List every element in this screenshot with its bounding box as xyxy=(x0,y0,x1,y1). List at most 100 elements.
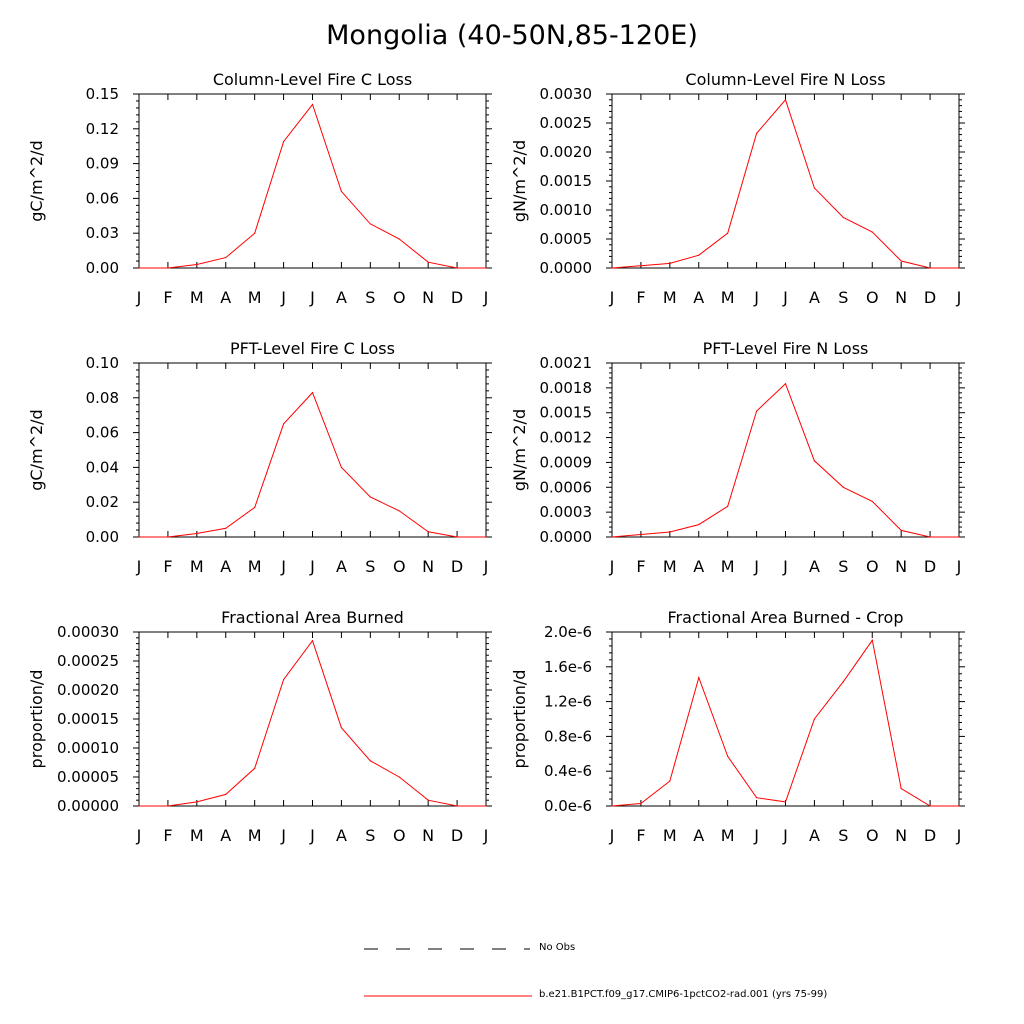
data-point xyxy=(958,805,960,807)
y-tick-label: 0.00010 xyxy=(57,739,119,757)
x-tick-label: J xyxy=(280,288,286,307)
x-tick-label: O xyxy=(393,826,406,845)
x-tick-label: A xyxy=(220,288,231,307)
y-tick-label: 0.00020 xyxy=(57,681,119,699)
x-tick-label: A xyxy=(809,288,820,307)
x-tick-label: S xyxy=(365,557,375,576)
x-tick-label: F xyxy=(163,288,172,307)
y-tick-label: 0.00005 xyxy=(57,768,119,786)
x-tick-label: J xyxy=(136,826,142,845)
data-point xyxy=(698,676,700,679)
x-tick-label: J xyxy=(956,288,962,307)
data-point xyxy=(485,267,487,269)
data-point xyxy=(929,267,931,269)
x-tick-label: N xyxy=(895,288,907,307)
x-tick-label: J xyxy=(309,557,315,576)
data-point xyxy=(311,640,314,642)
y-tick-label: 0.02 xyxy=(86,493,119,511)
y-tick-label: 1.6e-6 xyxy=(544,658,592,676)
data-point xyxy=(369,496,371,498)
x-tick-label: M xyxy=(663,557,677,576)
data-point xyxy=(669,531,671,533)
data-point xyxy=(611,805,613,807)
y-tick-label: 0.0021 xyxy=(540,354,593,372)
data-point xyxy=(196,532,198,535)
x-tick-label: J xyxy=(753,288,759,307)
x-tick-label: J xyxy=(309,826,315,845)
x-tick-label: J xyxy=(280,557,286,576)
y-tick-label: 2.0e-6 xyxy=(544,623,592,641)
data-point xyxy=(698,523,700,526)
plot-frame xyxy=(138,631,487,807)
chart-panel-4: J F M A M J J A S O N D J0.00000.00030.00060.00090.0… xyxy=(510,339,965,576)
data-point xyxy=(282,678,285,681)
data-point xyxy=(871,231,873,233)
y-tick-label: 0.00 xyxy=(86,259,119,277)
data-point xyxy=(138,267,140,269)
y-tick-label: 0.0010 xyxy=(540,201,593,219)
data-point xyxy=(167,536,169,538)
plot-frame xyxy=(138,93,487,269)
x-tick-label: M xyxy=(721,826,735,845)
x-tick-label: O xyxy=(866,826,879,845)
x-tick-label: D xyxy=(924,557,936,576)
series-line xyxy=(139,103,486,269)
x-tick-label: J xyxy=(136,557,142,576)
x-tick-label: J xyxy=(609,826,615,845)
x-tick-label: M xyxy=(248,557,262,576)
x-tick-label: J xyxy=(483,288,489,307)
data-point xyxy=(755,132,758,135)
data-point xyxy=(485,536,487,538)
y-axis-label: gC/m^2/d xyxy=(27,140,46,221)
chart-panel-1: J F M A M J J A S O N D J0.000.030.060.090.120.15Col… xyxy=(27,70,492,307)
data-point xyxy=(871,500,873,502)
x-tick-label: J xyxy=(280,826,286,845)
data-point xyxy=(196,801,198,803)
x-tick-label: A xyxy=(809,826,820,845)
series-line xyxy=(139,391,486,538)
data-point xyxy=(485,805,487,807)
data-point xyxy=(871,639,873,641)
data-point xyxy=(611,267,613,269)
data-point xyxy=(398,510,400,512)
x-tick-label: F xyxy=(163,557,172,576)
data-point xyxy=(340,190,343,193)
data-point xyxy=(427,799,429,801)
panel-title: Column-Level Fire C Loss xyxy=(213,70,412,89)
y-tick-label: 0.00000 xyxy=(57,797,119,815)
legend-obs-label: No Obs xyxy=(539,942,576,953)
data-point xyxy=(784,383,787,385)
legend-model-swatch xyxy=(364,995,532,997)
y-tick-label: 0.0012 xyxy=(540,429,593,447)
data-point xyxy=(813,460,816,462)
x-tick-label: A xyxy=(693,557,704,576)
data-point xyxy=(900,788,902,790)
y-tick-label: 0.10 xyxy=(86,354,119,372)
data-point xyxy=(727,755,729,757)
x-tick-label: A xyxy=(693,288,704,307)
data-point xyxy=(842,486,844,488)
panel-title: Fractional Area Burned - Crop xyxy=(668,608,904,627)
plot-frame xyxy=(611,631,960,807)
data-point xyxy=(225,527,227,529)
data-point xyxy=(900,529,902,531)
y-tick-label: 0.08 xyxy=(86,389,119,407)
figure-title: Mongolia (40-50N,85-120E) xyxy=(326,20,698,51)
x-tick-label: O xyxy=(866,288,879,307)
x-tick-label: J xyxy=(782,288,788,307)
data-point xyxy=(398,776,400,778)
x-tick-label: A xyxy=(336,288,347,307)
x-tick-label: M xyxy=(663,288,677,307)
x-tick-label: D xyxy=(451,826,463,845)
data-point xyxy=(225,256,227,259)
data-point xyxy=(225,793,227,796)
y-tick-label: 0.0015 xyxy=(540,404,593,422)
data-point xyxy=(254,767,256,769)
series-line xyxy=(139,639,486,807)
data-point xyxy=(138,805,140,807)
data-point xyxy=(254,506,256,509)
y-axis-label: proportion/d xyxy=(27,670,46,769)
x-tick-label: J xyxy=(136,288,142,307)
data-point xyxy=(640,533,642,536)
panel-title: Fractional Area Burned xyxy=(221,608,404,627)
